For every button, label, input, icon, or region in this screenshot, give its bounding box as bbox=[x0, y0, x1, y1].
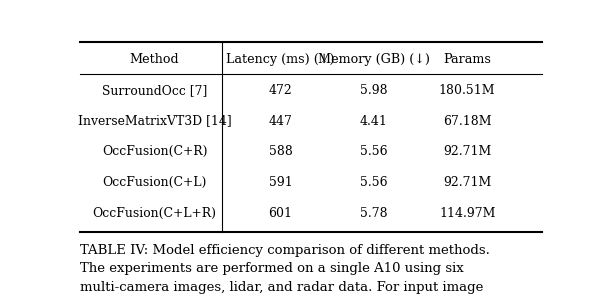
Text: OccFusion(C+L): OccFusion(C+L) bbox=[102, 176, 206, 189]
Text: Latency (ms) (↓): Latency (ms) (↓) bbox=[226, 53, 335, 65]
Text: OccFusion(C+L+R): OccFusion(C+L+R) bbox=[93, 206, 217, 219]
Text: 4.41: 4.41 bbox=[360, 114, 388, 127]
Text: Memory (GB) (↓): Memory (GB) (↓) bbox=[318, 53, 430, 65]
Text: 180.51M: 180.51M bbox=[439, 84, 495, 97]
Text: Params: Params bbox=[443, 53, 491, 65]
Text: 591: 591 bbox=[268, 176, 293, 189]
Text: 114.97M: 114.97M bbox=[439, 206, 495, 219]
Text: 5.78: 5.78 bbox=[360, 206, 388, 219]
Text: 588: 588 bbox=[268, 145, 293, 158]
Text: InverseMatrixVT3D [14]: InverseMatrixVT3D [14] bbox=[78, 114, 231, 127]
Text: 472: 472 bbox=[268, 84, 293, 97]
Text: OccFusion(C+R): OccFusion(C+R) bbox=[102, 145, 207, 158]
Text: 5.56: 5.56 bbox=[360, 176, 388, 189]
Text: 92.71M: 92.71M bbox=[443, 145, 491, 158]
Text: 447: 447 bbox=[268, 114, 293, 127]
Text: 5.56: 5.56 bbox=[360, 145, 388, 158]
Text: 5.98: 5.98 bbox=[360, 84, 388, 97]
Text: Method: Method bbox=[130, 53, 179, 65]
Text: 601: 601 bbox=[268, 206, 293, 219]
Text: SurroundOcc [7]: SurroundOcc [7] bbox=[102, 84, 207, 97]
Text: 67.18M: 67.18M bbox=[443, 114, 491, 127]
Text: TABLE IV: Model efficiency comparison of different methods.
The experiments are : TABLE IV: Model efficiency comparison of… bbox=[80, 244, 490, 295]
Text: 92.71M: 92.71M bbox=[443, 176, 491, 189]
